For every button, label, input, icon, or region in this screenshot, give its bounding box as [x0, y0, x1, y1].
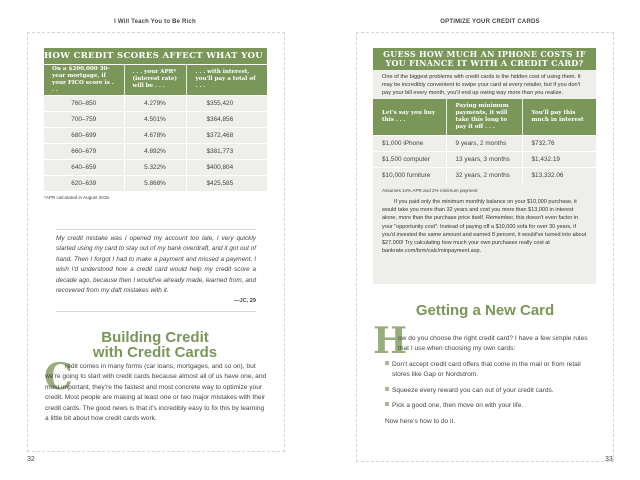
table-cell: 4.279%: [124, 94, 187, 112]
table-cell: 13 years, 3 months: [446, 150, 523, 167]
table-cell: $381,773: [186, 142, 267, 160]
intro-paragraph: ow do you choose the right credit card? …: [398, 335, 588, 353]
table-cell: 9 years, 2 months: [446, 134, 523, 151]
divider: [56, 229, 256, 230]
table-cell: 620–639: [44, 174, 125, 192]
table-cell: 700–759: [44, 110, 125, 128]
list-item: Don't accept credit card offers that com…: [385, 360, 590, 381]
table-cell: $10,000 furniture: [373, 166, 447, 183]
sidebar-paragraph: If you paid only the minimum monthly bal…: [382, 199, 587, 255]
heading-line: with Credit Cards: [92, 344, 218, 361]
page-frame-right: [356, 32, 614, 462]
table-row: 640–659 5.322% $400,804: [44, 158, 267, 176]
table-row: 620–639 5.868% $425,585: [44, 174, 267, 192]
table-cell: 760–850: [44, 94, 125, 112]
table-cell: $13,332.06: [522, 166, 596, 183]
divider: [56, 311, 256, 312]
drop-cap: H: [373, 320, 408, 362]
list-item: Pick a good one, then move on with your …: [385, 401, 590, 411]
heading-line: Building Credit: [101, 329, 209, 346]
sidebar-intro: One of the biggest problems with credit …: [382, 74, 581, 96]
bullet-icon: [385, 402, 389, 407]
table-cell: 660–679: [44, 142, 125, 160]
rules-list: Don't accept credit card offers that com…: [385, 360, 590, 427]
running-head-right: OPTIMIZE YOUR CREDIT CARDS: [440, 19, 540, 25]
table-title: HOW CREDIT SCORES AFFECT WHAT YOU PAY: [44, 48, 285, 64]
table-footnote: *APR calculated in August 2018.: [44, 195, 111, 201]
table-cell: 5.322%: [124, 158, 187, 176]
column-header: You'll pay this much in interest: [522, 99, 596, 135]
column-header: . . . your APR* (interest rate) will be …: [124, 65, 187, 96]
table-cell: $1,500 computer: [373, 150, 447, 167]
list-item-text: Pick a good one, then move on with your …: [392, 402, 524, 410]
table-cell: $400,804: [186, 158, 267, 176]
list-item: Squeeze every reward you can out of your…: [385, 386, 590, 396]
table-row: 760–850 4.279% $355,420: [44, 94, 267, 112]
table-cell: $1,000 iPhone: [373, 134, 447, 151]
iphone-sidebar: GUESS HOW MUCH AN IPHONE COSTS IF YOU FI…: [373, 48, 596, 284]
table-row: 700–759 4.501% $364,856: [44, 110, 267, 128]
table-row: $1,000 iPhone 9 years, 2 months $732.76: [373, 134, 596, 151]
sidebar-title: GUESS HOW MUCH AN IPHONE COSTS IF YOU FI…: [373, 48, 596, 70]
list-item-text: Squeeze every reward you can out of your…: [392, 386, 554, 394]
sidebar-footnote: Assumes 14% APR and 2% minimum payment: [382, 188, 478, 193]
table-cell: 4.678%: [124, 126, 187, 144]
column-header: On a $200,000 30-year mortgage, if your …: [44, 65, 125, 96]
list-item-text: Don't accept credit card offers that com…: [392, 361, 581, 379]
table-cell: $732.76: [522, 134, 596, 151]
page-frame-left: [27, 32, 285, 452]
table-cell: 5.868%: [124, 174, 187, 192]
table-cell: $364,856: [186, 110, 267, 128]
running-head-left: I Will Teach You to Be Rich: [114, 19, 196, 25]
section-heading-new-card: Getting a New Card: [415, 302, 555, 319]
table-row: $10,000 furniture 32 years, 2 months $13,3…: [373, 166, 596, 183]
drop-cap: C: [44, 356, 73, 398]
credit-score-table: HOW CREDIT SCORES AFFECT WHAT YOU PAY On…: [44, 48, 285, 201]
bullet-icon: [385, 361, 389, 365]
section-heading-building-credit: Building Credit with Credit Cards: [60, 330, 250, 360]
table-row: 680–699 4.678% $372,468: [44, 126, 267, 144]
table-cell: 680–699: [44, 126, 125, 144]
table-row: 660–679 4.892% $381,773: [44, 142, 267, 160]
reader-quote: My credit mistake was I opened my accoun…: [56, 235, 256, 295]
table-cell: 4.892%: [124, 142, 187, 160]
bullet-icon: [385, 386, 389, 391]
page-number: 32: [27, 456, 35, 463]
table-cell: $1,432.19: [522, 150, 596, 167]
page-number: 33: [605, 456, 613, 463]
column-header: Let's say you buy this . . .: [373, 99, 447, 135]
table-row: $1,500 computer 13 years, 3 months $1,432.…: [373, 150, 596, 167]
table-cell: $355,420: [186, 94, 267, 112]
table-cell: 640–659: [44, 158, 125, 176]
closing-line: Now here's how to do it.: [385, 417, 456, 425]
column-header: . . . with interest, you'll pay a total …: [186, 65, 267, 96]
table-cell: 32 years, 2 months: [446, 166, 523, 183]
quote-attribution: —JC, 29: [233, 298, 256, 304]
table-cell: 4.501%: [124, 110, 187, 128]
column-header: Paying minimum payments, it will take th…: [446, 99, 523, 135]
table-cell: $372,468: [186, 126, 267, 144]
table-cell: $425,585: [186, 174, 267, 192]
body-paragraph: redit comes in many forms (car loans, mo…: [45, 363, 267, 423]
